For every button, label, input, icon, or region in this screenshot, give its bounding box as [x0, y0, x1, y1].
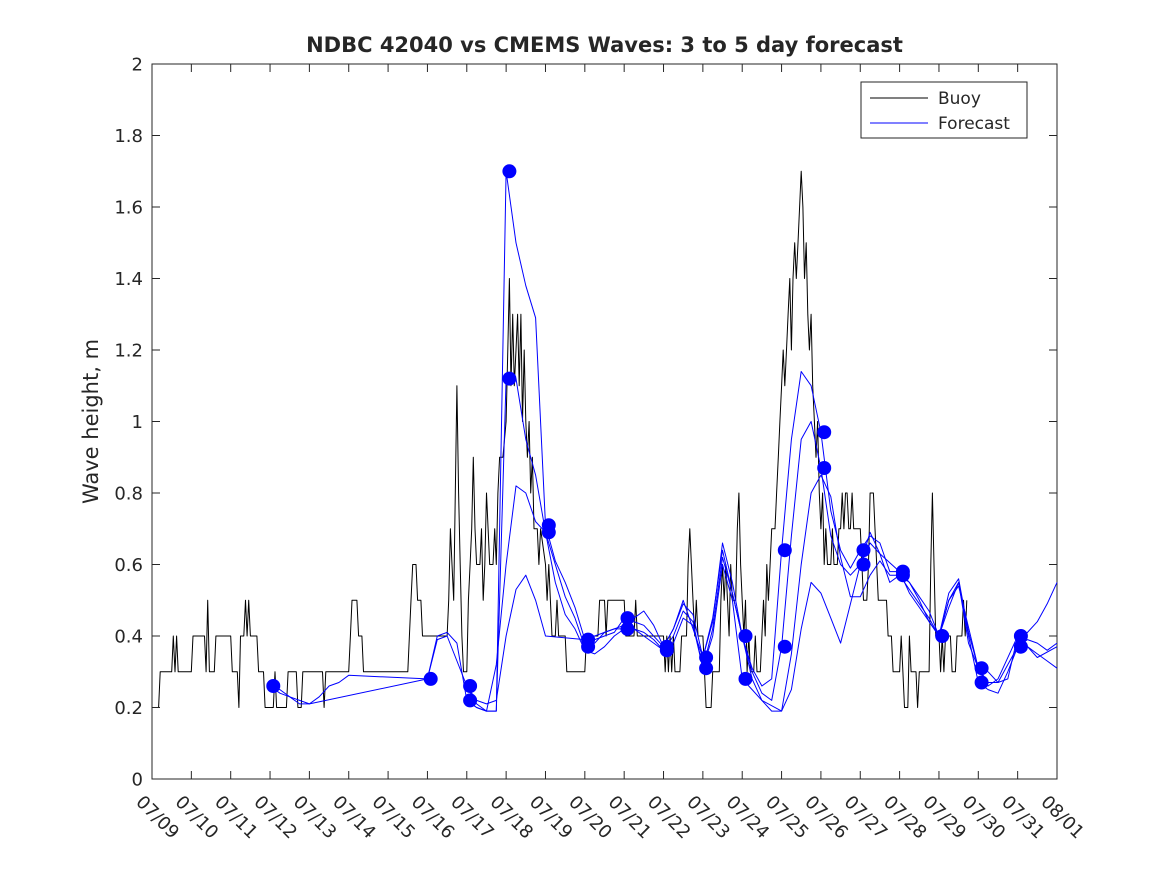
legend-buoy-label: Buoy	[938, 89, 981, 109]
forecast-start-markers	[266, 164, 1028, 708]
forecast-start-marker	[423, 671, 438, 686]
y-tick-label: 0	[132, 770, 143, 791]
forecast-start-marker	[699, 661, 714, 676]
y-tick-label: 0.6	[114, 555, 143, 576]
legend-box	[860, 81, 1028, 139]
legend-forecast-label: Forecast	[938, 114, 1010, 134]
forecast-start-marker	[974, 661, 989, 676]
forecast-start-marker	[463, 679, 478, 693]
forecast-start-marker	[738, 671, 753, 686]
forecast-start-marker	[935, 629, 950, 643]
y-tick-label: 1.8	[114, 126, 143, 147]
forecast-start-marker	[856, 543, 871, 558]
y-tick-label: 0.4	[114, 627, 143, 648]
y-tick-label: 1.4	[114, 269, 143, 290]
y-tick-label: 1.6	[114, 198, 143, 219]
legend: Buoy Forecast	[860, 81, 1028, 139]
series-line-forecast-4	[466, 531, 1058, 712]
forecast-start-marker	[895, 568, 910, 583]
forecast-start-marker	[463, 693, 478, 708]
forecast-start-marker	[502, 164, 517, 179]
forecast-start-marker	[974, 675, 989, 690]
y-tick-label: 1.2	[114, 341, 143, 362]
forecast-start-marker	[266, 679, 281, 693]
forecast-start-marker	[777, 639, 792, 654]
forecast-start-marker	[817, 425, 832, 440]
forecast-start-marker	[659, 643, 674, 658]
forecast-start-marker	[581, 639, 596, 654]
forecast-start-marker	[817, 461, 832, 475]
forecast-start-marker	[541, 525, 556, 540]
forecast-start-marker	[1013, 639, 1028, 654]
y-tick-label: 0.2	[114, 698, 143, 719]
forecast-start-marker	[856, 557, 871, 572]
y-axis-label: Wave height, m	[79, 339, 103, 504]
chart-title: NDBC 42040 vs CMEMS Waves: 3 to 5 day fo…	[306, 33, 903, 57]
y-tick-label: 1	[132, 412, 143, 433]
series-line-buoy-0	[152, 170, 968, 708]
y-axis: 0 0.2 0.4 0.6 0.8 1 1.2 1.4 1.6 1.8 2	[114, 55, 1057, 791]
y-tick-label: 2	[132, 55, 143, 76]
forecast-start-marker	[502, 371, 517, 386]
forecast-start-marker	[738, 629, 753, 643]
forecast-start-marker	[620, 621, 635, 636]
plot-area	[151, 63, 1058, 780]
y-tick-label: 0.8	[114, 484, 143, 505]
forecast-start-marker	[777, 543, 792, 558]
